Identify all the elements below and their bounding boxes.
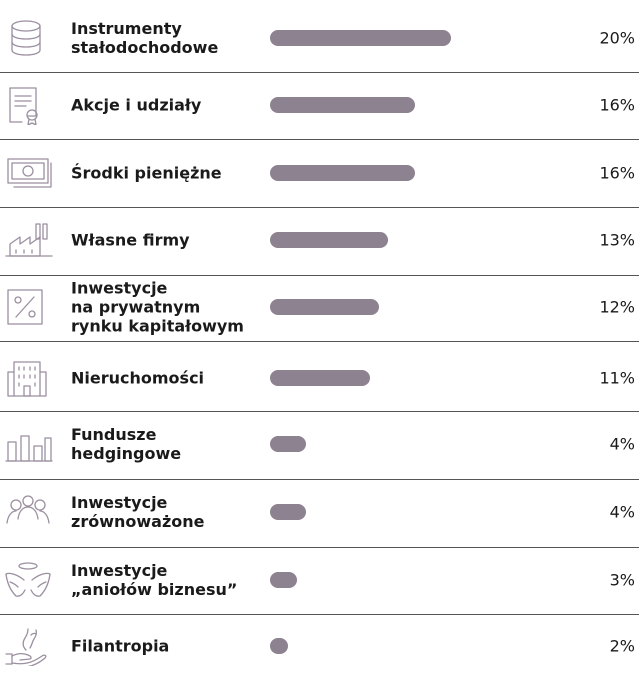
value-label: 16%	[599, 95, 635, 115]
category-label: Nieruchomości	[71, 368, 205, 388]
row-divider	[0, 341, 639, 342]
category-label: Inwestycje zrównoważone	[71, 493, 205, 531]
row-divider	[0, 411, 639, 412]
value-label: 16%	[599, 163, 635, 183]
bar	[270, 504, 307, 520]
value-label: 12%	[599, 297, 635, 317]
row-divider	[0, 479, 639, 480]
category-label: Inwestycje na prywatnym rynku kapitałowy…	[71, 278, 244, 336]
value-label: 4%	[609, 434, 635, 454]
row-divider	[0, 275, 639, 276]
category-label: Inwestycje „aniołów biznesu”	[71, 561, 238, 599]
bar	[270, 30, 451, 46]
building-icon	[4, 358, 66, 398]
bar	[270, 165, 415, 181]
bar-chart-icon	[4, 424, 66, 464]
row-divider	[0, 614, 639, 615]
value-label: 4%	[609, 502, 635, 522]
certificate-icon	[4, 85, 66, 125]
value-label: 3%	[609, 570, 635, 590]
row-divider	[0, 207, 639, 208]
database-icon	[4, 18, 66, 58]
bar	[270, 97, 415, 113]
value-label: 20%	[599, 28, 635, 48]
bar	[270, 299, 379, 315]
row-divider	[0, 139, 639, 140]
angel-wings-icon	[4, 560, 66, 600]
people-icon	[4, 492, 66, 532]
value-label: 11%	[599, 368, 635, 388]
category-label: Filantropia	[71, 636, 170, 656]
bar	[270, 638, 289, 654]
category-label: Fundusze hedgingowe	[71, 425, 182, 463]
bar	[270, 232, 388, 248]
bar	[270, 370, 370, 386]
category-label: Instrumenty stałodochodowe	[71, 19, 219, 57]
bar	[270, 436, 307, 452]
category-label: Akcje i udziały	[71, 95, 202, 115]
hand-icon	[4, 626, 66, 666]
bar	[270, 572, 298, 588]
row-divider	[0, 547, 639, 548]
value-label: 2%	[609, 636, 635, 656]
banknotes-icon	[4, 153, 66, 193]
percent-icon	[4, 287, 66, 327]
category-label: Własne firmy	[71, 230, 190, 250]
category-label: Środki pieniężne	[71, 163, 222, 183]
value-label: 13%	[599, 230, 635, 250]
factory-icon	[4, 220, 66, 260]
row-divider	[0, 72, 639, 73]
